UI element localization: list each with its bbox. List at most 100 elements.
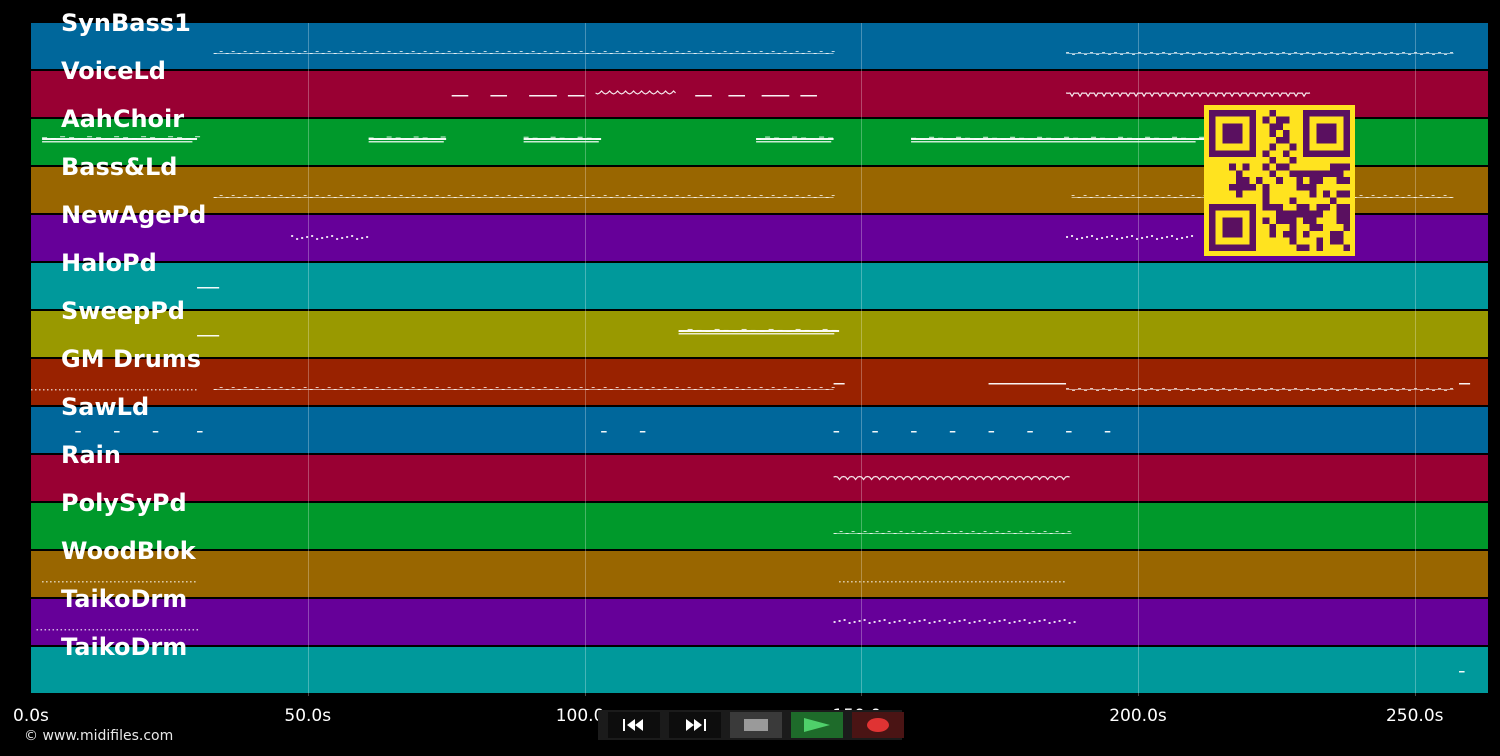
note-segment [1066,431,1072,433]
transport-bar [598,710,904,740]
track-lane[interactable] [31,503,1488,549]
track-label: SawLd [61,393,150,421]
note-segment [601,431,607,433]
qr-code [1204,105,1355,256]
note-segment [1066,235,1194,240]
note-segment [291,235,369,240]
rewind-icon [619,717,649,733]
track-label: PolySyPd [61,489,187,517]
track-label: GM Drums [61,345,202,373]
note-segment [595,90,676,95]
grid-line [861,23,863,696]
note-segment [728,95,746,97]
record-icon [865,717,891,733]
grid-line [1414,23,1416,696]
time-tick-label: 50.0s [284,706,332,726]
track-label: WoodBlok [61,537,196,565]
track-label: TaikoDrm [61,585,188,613]
time-tick-label: 200.0s [1109,706,1167,726]
note-segment [911,136,1205,143]
track-notes [291,235,1194,240]
fast-forward-icon [680,717,710,733]
track-notes [75,431,1111,433]
note-segment [567,95,585,97]
track-label: TaikoDrm [61,633,188,661]
track-lane[interactable] [31,359,1488,405]
note-segment [152,431,159,433]
note-segment [368,136,447,143]
track-notes [213,51,1454,55]
note-segment [42,136,201,143]
note-segment [1066,52,1454,55]
stop-button[interactable] [730,712,782,738]
note-segment [756,136,834,143]
stop-icon [744,718,768,732]
note-segment [678,328,840,335]
track-notes [42,581,1065,583]
grid-line [1138,23,1139,696]
note-segment [833,475,1070,481]
note-segment [523,136,602,143]
track-lane[interactable] [31,263,1488,309]
track-lane[interactable] [31,647,1488,693]
track-notes [36,619,1076,631]
track-notes [1459,671,1465,673]
note-segment [761,95,790,97]
track-lane[interactable] [31,311,1488,357]
track-label: Bass&Ld [61,153,178,181]
track-lane[interactable] [31,407,1488,453]
track-label: Rain [61,441,121,469]
track-notes [42,136,1205,143]
note-segment [451,95,469,97]
track-label: SynBass1 [61,9,191,37]
track-label: AahChoir [61,105,185,133]
note-segment [1459,671,1465,673]
note-segment [695,95,712,97]
note-segment [36,629,199,631]
note-segment [213,51,835,54]
track-notes [31,383,1471,391]
note-segment [197,335,220,337]
copyright-text: © www.midifiles.com [24,728,174,744]
note-segment [529,95,557,97]
track-notes [833,475,1070,481]
rewind-button[interactable] [608,712,660,738]
note-segment [800,95,817,97]
note-segment [911,431,917,433]
play-button[interactable] [791,712,843,738]
note-segment [31,389,197,391]
note-segment [213,195,835,198]
note-segment [833,383,845,385]
track-notes [451,90,1311,98]
track-label: VoiceLd [61,57,166,85]
note-segment [833,619,1076,624]
note-segment [42,581,196,583]
track-lane[interactable] [31,599,1488,645]
note-segment [1066,388,1454,391]
note-segment [833,531,1072,534]
note-segment [988,431,995,433]
note-segment [197,431,203,433]
note-segment [490,95,508,97]
note-segment [1459,383,1471,385]
note-segment [114,431,120,433]
note-segment [197,287,220,289]
note-segment [639,431,646,433]
note-segment [839,581,1065,583]
track-label: HaloPd [61,249,157,277]
track-lane[interactable] [31,23,1488,69]
track-notes [833,531,1072,534]
record-button[interactable] [852,712,904,738]
fast-forward-button[interactable] [669,712,721,738]
note-segment [988,383,1067,385]
note-segment [1104,431,1111,433]
note-segment [833,431,840,433]
play-icon [802,717,832,733]
track-label: NewAgePd [61,201,207,229]
track-notes [197,287,220,289]
note-segment [1027,431,1033,433]
note-segment [213,387,835,390]
track-notes [197,328,840,337]
track-lane[interactable] [31,455,1488,501]
track-lane[interactable] [31,551,1488,597]
